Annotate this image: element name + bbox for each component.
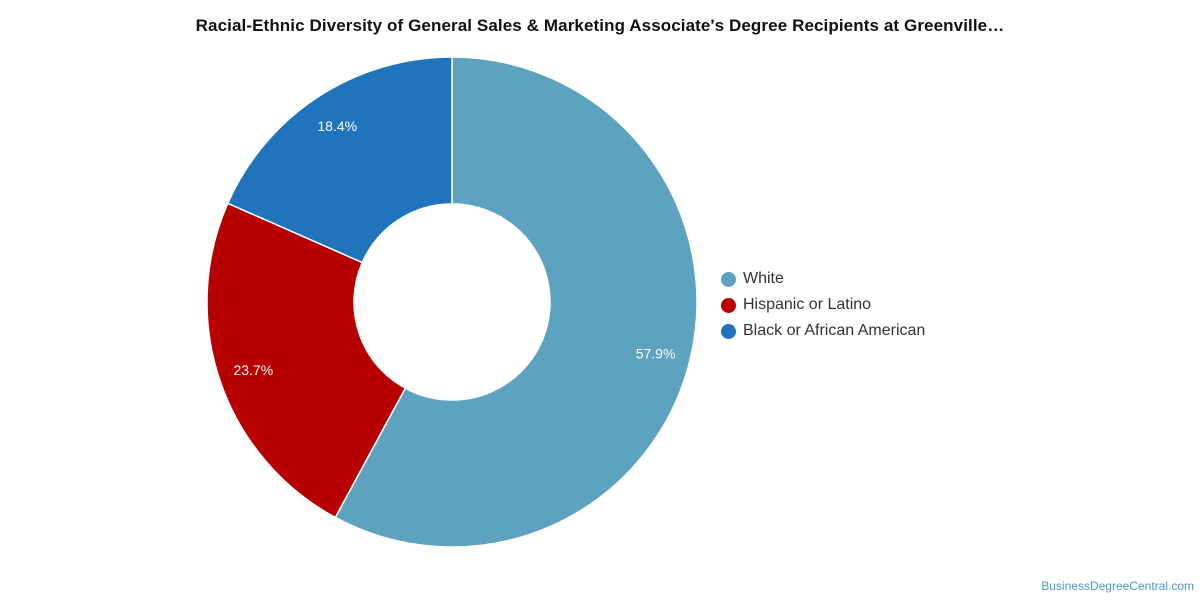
legend-label-white: White xyxy=(743,270,784,287)
slice-hispanic-or-latino[interactable] xyxy=(206,202,407,519)
legend-item-hispanic-or-latino[interactable]: Hispanic or Latino xyxy=(721,292,925,318)
legend-swatch-hispanic-or-latino xyxy=(721,297,736,313)
legend-label-hispanic-or-latino: Hispanic or Latino xyxy=(743,296,872,313)
slice-label-hispanic-or-latino: 23.7% xyxy=(233,362,273,378)
slice-label-white: 57.9% xyxy=(636,346,676,362)
legend-item-white[interactable]: White xyxy=(721,266,925,292)
slice-white[interactable] xyxy=(334,56,698,548)
donut-slices xyxy=(206,56,698,548)
slice-label-black-or-african-american: 18.4% xyxy=(317,118,357,134)
chart-legend: White Hispanic or Latino Black or Africa… xyxy=(721,266,925,344)
source-credit-link[interactable]: BusinessDegreeCentral.com xyxy=(1041,579,1194,593)
slice-black-or-african-american[interactable] xyxy=(226,56,453,264)
chart-title: Racial-Ethnic Diversity of General Sales… xyxy=(195,16,1005,35)
slice-labels: 57.9% 23.7% 18.4% xyxy=(233,118,675,378)
legend-swatch-white xyxy=(721,271,736,287)
legend-item-black-or-african-american[interactable]: Black or African American xyxy=(721,318,925,344)
legend-swatch-black-or-african-american xyxy=(721,323,736,339)
legend-label-black-or-african-american: Black or African American xyxy=(743,322,926,339)
